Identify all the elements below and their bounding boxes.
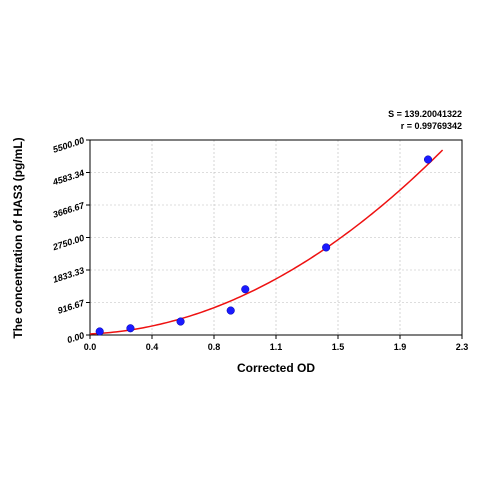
y-tick-label: 916.67 <box>56 297 86 315</box>
y-tick-label: 4583.34 <box>51 168 86 188</box>
data-point <box>423 155 433 164</box>
x-tick-label: 0.4 <box>146 342 159 352</box>
stat-r: r = 0.99769342 <box>401 121 462 131</box>
grid-lines <box>90 140 462 335</box>
data-point <box>95 327 104 336</box>
data-point <box>241 285 250 294</box>
y-tick-label: 0.00 <box>66 330 86 345</box>
y-axis-ticks: 0.00 916.67 1833.33 2750.00 3666.67 4583.34 55… <box>51 135 90 345</box>
data-point <box>176 317 185 326</box>
x-tick-label: 1.1 <box>270 342 283 352</box>
x-axis-title: Corrected OD <box>237 361 315 375</box>
y-axis-title: The concentration of HAS3 (pg/mL) <box>11 137 25 338</box>
x-tick-label: 0.8 <box>208 342 221 352</box>
y-tick-label: 1833.33 <box>52 265 86 285</box>
y-tick-label: 3666.67 <box>52 200 87 220</box>
x-tick-label: 2.3 <box>456 342 469 352</box>
y-tick-label: 2750.00 <box>51 233 86 253</box>
x-tick-label: 1.9 <box>394 342 407 352</box>
fit-curve <box>89 149 444 335</box>
y-tick-label: 5500.00 <box>52 135 86 155</box>
data-point <box>226 306 235 315</box>
stat-s: S = 139.20041322 <box>388 109 462 119</box>
data-points <box>95 155 433 336</box>
x-axis-ticks: 0.0 0.4 0.8 1.1 1.5 1.9 2.3 <box>84 335 469 352</box>
data-point <box>322 243 331 252</box>
data-point <box>126 324 135 333</box>
x-tick-label: 0.0 <box>84 342 97 352</box>
x-tick-label: 1.5 <box>332 342 345 352</box>
